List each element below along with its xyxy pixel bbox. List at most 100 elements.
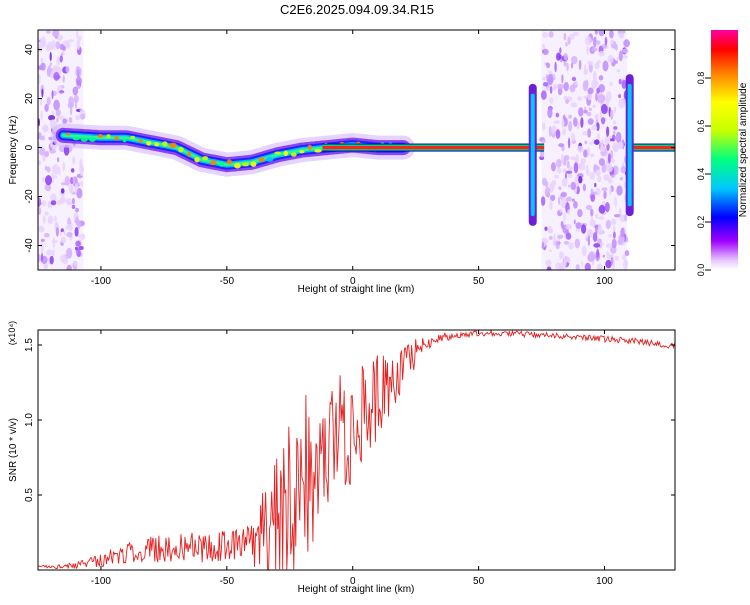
noise-speck	[66, 247, 73, 259]
noise-speck	[563, 241, 570, 245]
noise-speck	[582, 131, 588, 136]
noise-speck	[567, 137, 571, 149]
y-tick-label: 40	[24, 44, 35, 56]
noise-speck	[595, 224, 598, 235]
noise-speck	[75, 216, 79, 226]
noise-speck	[616, 69, 621, 73]
noise-speck	[586, 169, 590, 176]
carrier-line	[322, 145, 529, 150]
noise-speck	[587, 146, 590, 157]
noise-speck	[621, 254, 626, 260]
doppler-blob	[283, 150, 288, 157]
noise-speck	[40, 62, 46, 71]
y-tick-label: -20	[24, 189, 35, 204]
noise-speck	[561, 177, 568, 187]
noise-speck	[598, 158, 606, 166]
noise-speck	[69, 187, 74, 194]
noise-speck	[602, 60, 609, 72]
noise-speck	[548, 235, 553, 240]
noise-speck	[606, 251, 609, 259]
noise-speck	[541, 139, 546, 143]
noise-speck	[552, 83, 557, 91]
noise-speck	[40, 57, 44, 63]
noise-speck	[49, 62, 52, 67]
noise-speck	[598, 50, 605, 57]
noise-speck	[582, 80, 588, 92]
doppler-blob	[162, 141, 168, 147]
noise-speck	[605, 219, 611, 230]
noise-speck	[72, 176, 76, 185]
noise-speck	[625, 236, 629, 243]
noise-speck	[577, 96, 583, 101]
noise-speck	[566, 160, 570, 169]
noise-speck	[609, 82, 613, 87]
noise-speck	[617, 141, 624, 150]
noise-speck	[577, 209, 583, 218]
noise-speck	[56, 34, 64, 41]
noise-speck	[583, 149, 588, 158]
noise-speck	[601, 163, 607, 174]
noise-speck	[568, 114, 572, 119]
noise-speck	[581, 245, 587, 257]
noise-speck	[557, 167, 562, 174]
noise-speck	[62, 118, 68, 124]
noise-speck	[555, 112, 560, 118]
noise-speck	[554, 174, 559, 179]
noise-speck	[546, 266, 552, 270]
doppler-blob	[242, 162, 249, 167]
noise-speck	[60, 196, 66, 204]
noise-speck	[608, 178, 613, 184]
noise-speck	[42, 215, 46, 224]
noise-speck	[585, 204, 593, 211]
noise-speck	[62, 40, 69, 47]
noise-speck	[605, 243, 613, 248]
noise-speck	[589, 141, 592, 145]
noise-speck	[620, 227, 625, 238]
noise-speck	[72, 86, 79, 96]
noise-speck	[540, 196, 546, 207]
noise-speck	[593, 80, 599, 87]
noise-speck	[584, 262, 591, 270]
noise-speck	[591, 124, 598, 131]
noise-speck	[613, 225, 616, 232]
noise-speck	[594, 139, 600, 145]
noise-speck	[611, 238, 617, 249]
noise-speck	[578, 59, 582, 70]
noise-speck	[46, 96, 51, 106]
noise-speck	[578, 107, 584, 117]
noise-speck	[57, 199, 60, 206]
noise-speck	[545, 192, 549, 197]
x-tick-label: 50	[473, 276, 485, 287]
noise-speck	[571, 76, 577, 82]
noise-speck	[62, 75, 65, 83]
noise-speck	[598, 204, 606, 214]
noise-speck	[595, 92, 598, 102]
noise-speck	[545, 259, 552, 267]
x-tick-label: -100	[91, 576, 111, 587]
y-tick-label: 1.0	[24, 413, 35, 427]
noise-speck	[624, 213, 627, 222]
colorbar-tick-label: 0.8	[696, 72, 706, 85]
noise-speck	[76, 66, 79, 71]
doppler-blob	[130, 135, 136, 140]
noise-speck	[553, 120, 560, 124]
noise-speck	[539, 149, 545, 158]
noise-speck	[544, 180, 549, 188]
noise-speck	[80, 172, 84, 176]
noise-speck	[613, 126, 618, 130]
noise-speck	[614, 196, 617, 208]
noise-speck	[572, 31, 579, 36]
noise-speck	[604, 136, 609, 146]
noise-speck	[80, 113, 86, 120]
noise-speck	[603, 190, 607, 200]
noise-speck	[573, 201, 578, 209]
noise-speck	[582, 183, 587, 192]
noise-speck	[76, 30, 79, 39]
noise-speck	[548, 70, 553, 75]
noise-speck	[558, 143, 565, 148]
noise-speck	[596, 87, 600, 94]
doppler-blob	[290, 152, 297, 157]
noise-speck	[583, 109, 588, 114]
noise-speck	[51, 249, 55, 257]
doppler-blob	[114, 135, 119, 141]
